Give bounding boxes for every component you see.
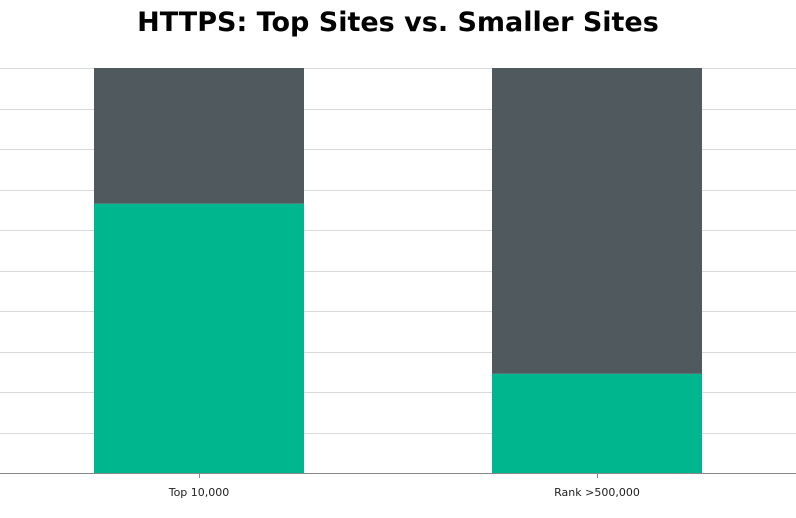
bar-segment-2-2 xyxy=(492,68,702,374)
x-tick-label: Top 10,000 xyxy=(168,486,230,499)
bar-segment-1-2 xyxy=(492,373,702,473)
x-axis: Top 10,000 Rank >500,000 xyxy=(0,473,796,499)
x-tick-label: Rank >500,000 xyxy=(554,486,640,499)
bar-segment-2-1 xyxy=(94,68,304,204)
chart-title: HTTPS: Top Sites vs. Smaller Sites xyxy=(137,7,659,38)
bars xyxy=(94,68,702,474)
bar-segment-1-1 xyxy=(94,203,304,474)
